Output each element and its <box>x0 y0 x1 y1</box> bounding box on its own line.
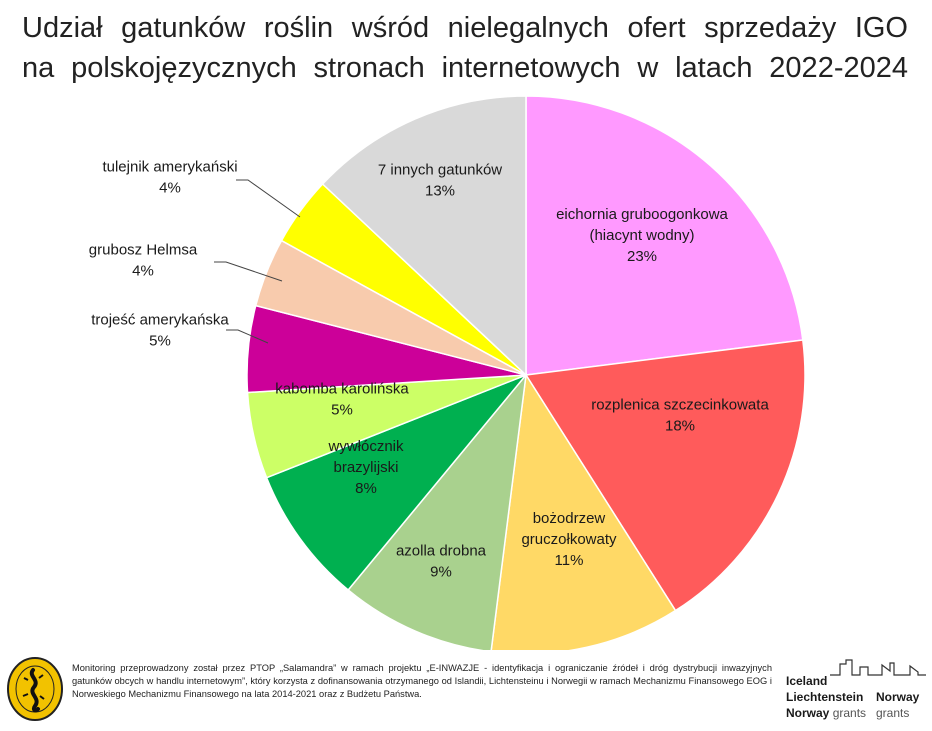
slice-name: 7 innych gatunków <box>378 162 502 179</box>
slice-label: tulejnik amerykański 4% <box>102 159 237 197</box>
slice-name: tulejnik amerykański <box>102 159 237 176</box>
pie-slices <box>246 95 806 650</box>
grants-skyline-icon <box>830 659 926 676</box>
chart-title: Udział gatunków roślin wśród nielegalnyc… <box>22 8 908 88</box>
slice-name: rozplenica szczecinkowata <box>591 397 769 414</box>
grants-grants-label: grants <box>832 706 867 720</box>
grants-liechtenstein: Liechtenstein <box>786 690 864 704</box>
slice-name: kabomba karolińska <box>275 381 409 398</box>
slice-name: wywłócznik <box>327 438 404 455</box>
slice-name: bożodrzew <box>533 510 606 527</box>
leader-line <box>214 261 283 282</box>
slice-percent: 5% <box>331 402 353 419</box>
grants-grants: grants <box>876 706 910 720</box>
pie-slice <box>490 372 677 650</box>
pie-slice <box>347 372 528 650</box>
slice-percent: 9% <box>430 564 452 581</box>
slice-percent: 8% <box>355 480 377 497</box>
slice-labels: eichornia gruboogonkowa (hiacynt wodny) 23… <box>89 159 770 581</box>
slice-label: grubosz Helmsa 4% <box>89 242 198 280</box>
slice-percent: 5% <box>149 333 171 350</box>
salamandra-logo-icon <box>7 657 63 721</box>
slice-label: kabomba karolińska 5% <box>275 381 409 419</box>
slice-label: trojeść amerykańska 5% <box>91 312 229 350</box>
slice-percent: 4% <box>132 263 154 280</box>
pie-slice <box>525 95 804 376</box>
slice-label: wywłócznik brazylijski 8% <box>327 438 404 497</box>
slice-percent: 18% <box>665 418 695 435</box>
chart-title-line-2: na polskojęzycznych stronach internetowy… <box>22 52 908 84</box>
slice-name: eichornia gruboogonkowa <box>556 206 728 223</box>
slice-percent: 4% <box>159 180 181 197</box>
slice-name: azolla drobna <box>396 543 487 560</box>
grants-norway-grants: Norway grants <box>786 706 866 720</box>
slice-percent: 23% <box>627 248 657 265</box>
leader-lines <box>214 179 301 344</box>
slice-label: bożodrzew gruczołkowaty 11% <box>521 510 617 569</box>
grants-norway-label: Norway <box>786 706 830 720</box>
slice-percent: 11% <box>555 552 584 569</box>
pie-slice <box>524 339 806 612</box>
norway-grants-logo: Iceland Liechtenstein Norway grants Norw… <box>786 658 928 724</box>
slice-name: (hiacynt wodny) <box>589 227 694 244</box>
slice-percent: 13% <box>425 183 455 200</box>
slice-label: azolla drobna 9% <box>396 543 487 581</box>
footer-note: Monitoring przeprowadzony został przez P… <box>72 663 772 699</box>
slice-label: 7 innych gatunków 13% <box>378 162 502 200</box>
pie-slice <box>321 95 527 377</box>
slice-label: eichornia gruboogonkowa (hiacynt wodny) 23… <box>556 206 728 265</box>
pie-chart: eichornia gruboogonkowa (hiacynt wodny) 23… <box>89 95 806 650</box>
slice-name: trojeść amerykańska <box>91 312 229 329</box>
leader-line <box>236 179 301 218</box>
grants-iceland: Iceland <box>786 674 828 688</box>
chart-title-line-1: Udział gatunków roślin wśród nielegalnyc… <box>22 12 908 44</box>
slice-name: grubosz Helmsa <box>89 242 198 259</box>
slice-label: rozplenica szczecinkowata 18% <box>591 397 769 435</box>
footer: Monitoring przeprowadzony został przez P… <box>0 650 932 731</box>
slice-name: gruczołkowaty <box>521 531 617 548</box>
slice-name: brazylijski <box>333 459 398 476</box>
leader-line <box>226 329 269 344</box>
pie-slice <box>265 374 527 592</box>
grants-norway: Norway <box>876 690 920 704</box>
